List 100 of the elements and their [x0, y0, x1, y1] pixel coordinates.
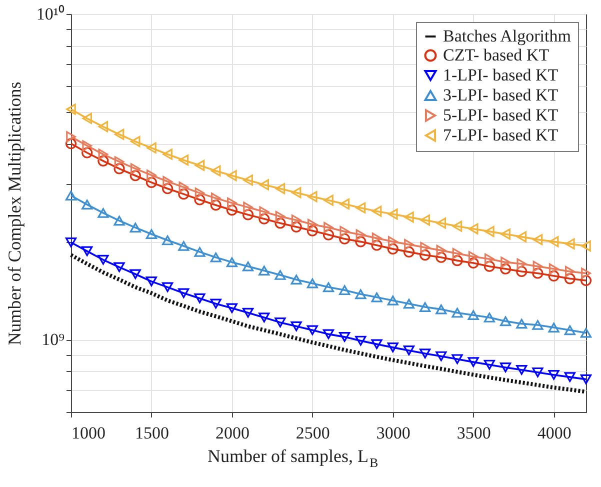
point — [420, 214, 430, 226]
point — [178, 188, 190, 200]
point — [290, 321, 302, 332]
point — [259, 206, 270, 218]
point — [322, 329, 334, 340]
point — [468, 257, 479, 269]
point — [564, 273, 576, 284]
point — [436, 244, 446, 256]
point — [500, 316, 512, 326]
point — [452, 248, 462, 260]
point — [420, 302, 431, 312]
point — [82, 200, 93, 210]
point — [516, 318, 528, 329]
point — [210, 252, 222, 262]
point — [581, 268, 591, 279]
point — [564, 372, 576, 382]
point — [436, 304, 447, 314]
point — [66, 131, 76, 142]
point — [146, 176, 158, 188]
point — [516, 266, 528, 278]
point — [146, 170, 156, 181]
point — [436, 252, 447, 263]
point — [65, 190, 77, 201]
point — [98, 148, 108, 160]
point — [130, 136, 140, 148]
point — [146, 276, 158, 286]
point — [387, 296, 398, 306]
point — [82, 246, 93, 256]
point — [324, 194, 334, 206]
point — [372, 206, 382, 217]
point — [210, 298, 222, 309]
point — [387, 342, 398, 352]
point — [387, 243, 398, 254]
point — [306, 278, 318, 288]
point — [178, 288, 190, 298]
point — [500, 256, 510, 268]
point — [565, 266, 575, 278]
point — [468, 310, 479, 320]
point — [371, 339, 382, 350]
x-tick-label: 2000 — [215, 424, 250, 442]
point — [243, 202, 253, 213]
point — [130, 222, 141, 232]
point — [194, 188, 205, 199]
point — [532, 320, 544, 330]
x-tick-label: 1000 — [72, 424, 106, 442]
point — [404, 238, 414, 250]
point — [452, 255, 463, 266]
x-tick-label: 4000 — [537, 424, 572, 442]
point — [322, 282, 334, 292]
point — [114, 262, 125, 272]
point — [274, 318, 286, 328]
point — [580, 374, 592, 384]
point — [308, 191, 318, 202]
legend-label: 5-LPI- based KT — [443, 106, 559, 124]
point — [210, 165, 221, 176]
point — [242, 261, 254, 272]
point — [516, 231, 527, 242]
point — [130, 163, 140, 174]
x-tick-label: 2500 — [296, 424, 330, 442]
point — [340, 226, 350, 237]
point — [210, 192, 221, 204]
point — [500, 228, 510, 240]
point — [468, 223, 478, 234]
y-axis-title: Number of Complex Multiplications — [4, 82, 24, 346]
point — [306, 325, 318, 336]
point — [403, 298, 415, 309]
point — [242, 308, 254, 318]
point — [372, 232, 382, 244]
point — [243, 174, 253, 186]
point — [532, 268, 544, 279]
point — [548, 270, 560, 282]
legend-label: 3-LPI- based KT — [443, 86, 559, 104]
point — [226, 257, 238, 268]
legend-label: Batches Algorithm — [443, 26, 571, 46]
point — [484, 260, 495, 272]
point — [388, 236, 398, 248]
point — [452, 220, 462, 232]
point — [259, 179, 270, 190]
point — [468, 251, 478, 262]
point — [308, 218, 318, 230]
point — [532, 260, 543, 272]
point — [484, 253, 494, 265]
point — [146, 229, 158, 240]
point — [162, 148, 172, 160]
point — [162, 282, 174, 292]
point — [500, 362, 512, 372]
point — [404, 212, 414, 223]
point — [291, 187, 302, 198]
point — [226, 303, 238, 314]
point — [114, 163, 125, 174]
point — [580, 274, 592, 286]
legend-label: 1-LPI- based KT — [443, 66, 559, 84]
point — [403, 246, 415, 258]
point — [227, 170, 237, 182]
point — [339, 285, 350, 296]
point — [258, 213, 270, 224]
point — [452, 308, 463, 318]
point — [452, 354, 463, 364]
point — [371, 240, 382, 251]
point — [178, 182, 189, 193]
